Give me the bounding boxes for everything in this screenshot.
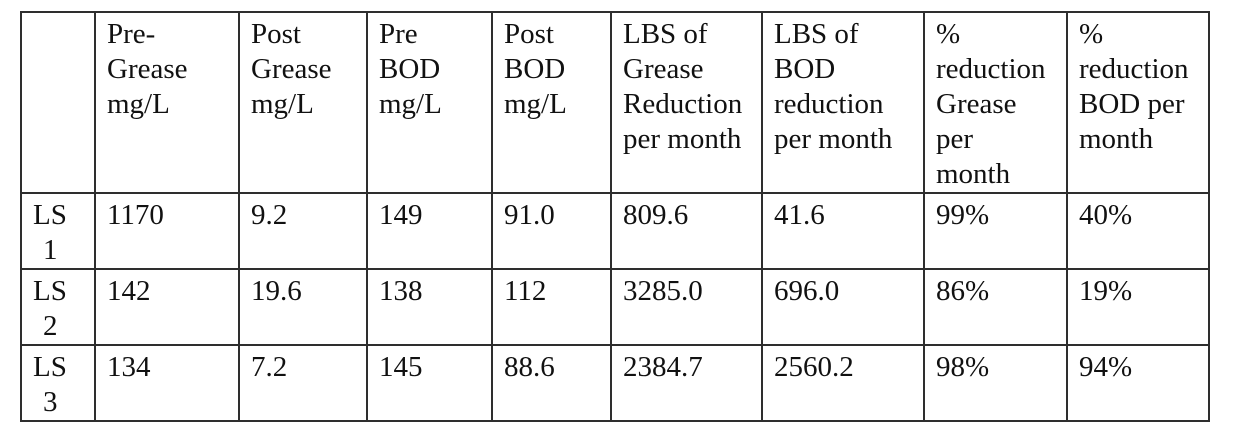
cell-ls2-lbs-bod-reduction: 696.0 [761,268,925,346]
col-header-pct-reduction-grease-label: % reduction Grease per month [936,18,1046,190]
col-header-lbs-grease-reduction: LBS of Grease Reduction per month [610,11,763,194]
col-header-pre-grease-label: Pre- Grease mg/L [107,18,188,120]
col-header-post-grease-label: Post Grease mg/L [251,18,332,120]
cell-ls2-pct-reduction-grease: 86% [923,268,1068,346]
table-row-ls1: LS 1 1170 9.2 149 91.0 809.6 41.6 99% 40… [20,192,1210,270]
cell-ls2-pct-reduction-bod: 19% [1066,268,1210,346]
col-header-pct-reduction-bod-label: % reduction BOD per month [1079,18,1189,155]
header-row: Pre- Grease mg/L Post Grease mg/L Pre BO… [20,11,1210,194]
row-label-ls3-line2: 3 [43,386,58,418]
col-header-pre-grease: Pre- Grease mg/L [94,11,240,194]
col-header-lbs-bod-reduction-label: LBS of BOD reduction per month [774,18,893,155]
col-header-lbs-bod-reduction: LBS of BOD reduction per month [761,11,925,194]
cell-ls1-post-bod: 91.0 [491,192,612,270]
cell-ls2-post-grease: 19.6 [238,268,368,346]
col-header-post-grease: Post Grease mg/L [238,11,368,194]
cell-ls1-lbs-grease-reduction: 809.6 [610,192,763,270]
col-header-pct-reduction-bod: % reduction BOD per month [1066,11,1210,194]
cell-ls1-pre-bod: 149 [366,192,493,270]
results-table: Pre- Grease mg/L Post Grease mg/L Pre BO… [20,11,1210,422]
col-header-post-bod: Post BOD mg/L [491,11,612,194]
col-header-pct-reduction-grease: % reduction Grease per month [923,11,1068,194]
cell-ls3-pre-bod: 145 [366,344,493,422]
row-label-ls2: LS 2 [20,268,96,346]
row-label-ls1-line2: 1 [43,234,58,266]
row-label-ls2-line2: 2 [43,310,58,342]
row-label-ls1-line1: LS [33,199,67,231]
cell-ls3-pre-grease: 134 [94,344,240,422]
row-label-ls3: LS 3 [20,344,96,422]
cell-ls3-pct-reduction-grease: 98% [923,344,1068,422]
cell-ls3-lbs-grease-reduction: 2384.7 [610,344,763,422]
cell-ls1-lbs-bod-reduction: 41.6 [761,192,925,270]
cell-ls2-post-bod: 112 [491,268,612,346]
cell-ls1-pre-grease: 1170 [94,192,240,270]
table-row-ls2: LS 2 142 19.6 138 112 3285.0 696.0 86% 1… [20,268,1210,346]
row-label-ls3-line1: LS [33,351,67,383]
cell-ls3-pct-reduction-bod: 94% [1066,344,1210,422]
cell-ls2-pre-grease: 142 [94,268,240,346]
cell-ls3-post-bod: 88.6 [491,344,612,422]
col-header-lbs-grease-reduction-label: LBS of Grease Reduction per month [623,18,743,155]
cell-ls1-post-grease: 9.2 [238,192,368,270]
corner-cell [20,11,96,194]
col-header-pre-bod: Pre BOD mg/L [366,11,493,194]
col-header-post-bod-label: Post BOD mg/L [504,18,567,120]
table-row-ls3: LS 3 134 7.2 145 88.6 2384.7 2560.2 98% … [20,344,1210,422]
cell-ls2-pre-bod: 138 [366,268,493,346]
cell-ls1-pct-reduction-grease: 99% [923,192,1068,270]
cell-ls2-lbs-grease-reduction: 3285.0 [610,268,763,346]
cell-ls3-lbs-bod-reduction: 2560.2 [761,344,925,422]
row-label-ls1: LS 1 [20,192,96,270]
col-header-pre-bod-label: Pre BOD mg/L [379,18,442,120]
cell-ls3-post-grease: 7.2 [238,344,368,422]
row-label-ls2-line1: LS [33,275,67,307]
cell-ls1-pct-reduction-bod: 40% [1066,192,1210,270]
